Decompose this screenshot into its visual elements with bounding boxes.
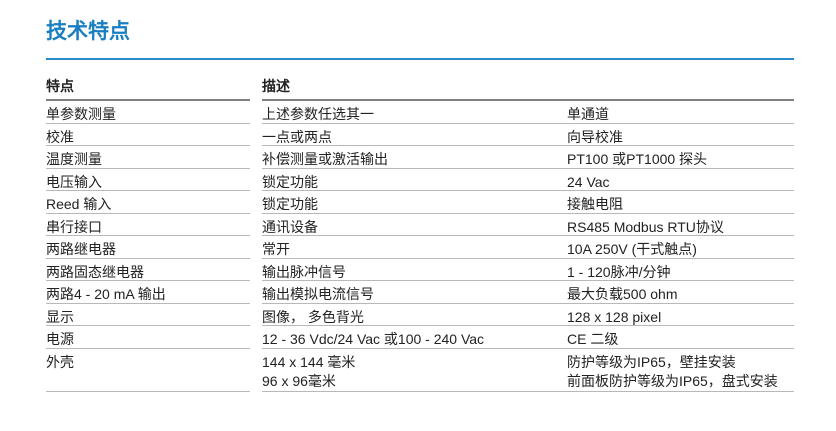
detail-cell: PT100 或PT1000 探头: [567, 151, 708, 167]
description-cell: 锁定功能: [262, 173, 318, 190]
description-cell: 144 x 144 毫米: [262, 353, 356, 370]
table-row: 显示 图像， 多色背光 128 x 128 pixel: [0, 304, 836, 326]
feature-cell: Reed 输入: [46, 196, 112, 212]
feature-cell: 两路4 - 20 mA 输出: [46, 286, 166, 302]
detail-cell: 1 - 120脉冲/分钟: [567, 263, 671, 280]
table-row: Reed 输入 锁定功能 接触电阻: [0, 191, 836, 214]
row-divider: [46, 302, 250, 304]
description-cell: 通讯设备: [262, 218, 318, 235]
row-divider: [46, 347, 250, 349]
row-divider: [262, 347, 794, 349]
row-divider: [262, 145, 794, 146]
row-divider: [46, 325, 250, 326]
header-description: 描述: [262, 78, 290, 94]
row-divider: [46, 190, 250, 191]
table-row: 电源 12 - 36 Vdc/24 Vac 或100 - 240 Vac CE 二级: [0, 326, 836, 349]
row-divider: [46, 257, 250, 259]
description-cell: 常开: [262, 241, 290, 257]
feature-cell: 显示: [46, 308, 74, 325]
row-divider: [262, 212, 794, 214]
table-row: 外壳 144 x 144 毫米 防护等级为IP65，壁挂安装 96 x 96毫米 前面板…: [0, 349, 836, 392]
description-cell: 补偿测量或激活输出: [262, 151, 388, 167]
spec-table: 单参数测量 上述参数任选其一 单通道校准 一点或两点 向导校准温度测量 补偿测量或激活输出…: [0, 101, 836, 392]
description-cell: 上述参数任选其一: [262, 106, 374, 122]
row-divider: [262, 390, 794, 392]
detail-cell: 前面板防护等级为IP65，盘式安装: [567, 372, 778, 389]
description-cell: 96 x 96毫米: [262, 372, 336, 389]
row-divider: [46, 122, 250, 124]
row-divider: [262, 325, 794, 326]
description-cell: 输出模拟电流信号: [262, 286, 374, 302]
detail-cell: CE 二级: [567, 331, 619, 347]
table-row: 温度测量 补偿测量或激活输出 PT100 或PT1000 探头: [0, 146, 836, 169]
detail-cell: 最大负载500 ohm: [567, 286, 678, 302]
table-row: 电压输入 锁定功能 24 Vac: [0, 169, 836, 191]
feature-cell: 外壳: [46, 353, 74, 370]
feature-cell: 单参数测量: [46, 106, 116, 122]
row-divider: [46, 145, 250, 146]
feature-cell: 电源: [46, 331, 74, 347]
feature-cell: 温度测量: [46, 151, 102, 167]
detail-cell: 单通道: [567, 106, 609, 122]
detail-cell: 24 Vac: [567, 173, 610, 190]
description-cell: 输出脉冲信号: [262, 263, 346, 280]
table-row: 两路继电器 常开 10A 250V (干式触点): [0, 236, 836, 259]
detail-cell: 10A 250V (干式触点): [567, 241, 697, 257]
table-row: 两路固态继电器 输出脉冲信号 1 - 120脉冲/分钟: [0, 259, 836, 281]
row-divider: [262, 280, 794, 281]
detail-cell: 128 x 128 pixel: [567, 308, 662, 325]
feature-cell: 两路继电器: [46, 241, 116, 257]
description-cell: 12 - 36 Vdc/24 Vac 或100 - 240 Vac: [262, 331, 485, 347]
table-row: 单参数测量 上述参数任选其一 单通道: [0, 101, 836, 124]
table-row: 校准 一点或两点 向导校准: [0, 124, 836, 146]
feature-cell: 两路固态继电器: [46, 263, 144, 280]
detail-cell: RS485 Modbus RTU协议: [567, 218, 724, 235]
table-row: 两路4 - 20 mA 输出 输出模拟电流信号 最大负载500 ohm: [0, 281, 836, 304]
row-divider: [46, 390, 250, 392]
row-divider: [262, 167, 794, 169]
feature-cell: 校准: [46, 128, 74, 145]
description-cell: 图像， 多色背光: [262, 308, 364, 325]
row-divider: [46, 167, 250, 169]
row-divider: [262, 122, 794, 124]
header-feature: 特点: [46, 78, 74, 94]
description-cell: 一点或两点: [262, 128, 332, 145]
table-row: 串行接口 通讯设备 RS485 Modbus RTU协议: [0, 214, 836, 236]
detail-cell: 向导校准: [567, 128, 623, 145]
header-divider: [262, 99, 794, 101]
detail-cell: 防护等级为IP65，壁挂安装: [567, 353, 736, 370]
description-cell: 锁定功能: [262, 196, 318, 212]
row-divider: [262, 257, 794, 259]
title-divider: [46, 58, 794, 60]
feature-cell: 串行接口: [46, 218, 102, 235]
row-divider: [262, 302, 794, 304]
row-divider: [262, 235, 794, 236]
section-title: 技术特点: [46, 20, 130, 43]
detail-cell: 接触电阻: [567, 196, 623, 212]
row-divider: [46, 212, 250, 214]
row-divider: [262, 190, 794, 191]
feature-cell: 电压输入: [46, 173, 102, 190]
row-divider: [46, 280, 250, 281]
row-divider: [46, 235, 250, 236]
header-divider: [46, 99, 250, 101]
